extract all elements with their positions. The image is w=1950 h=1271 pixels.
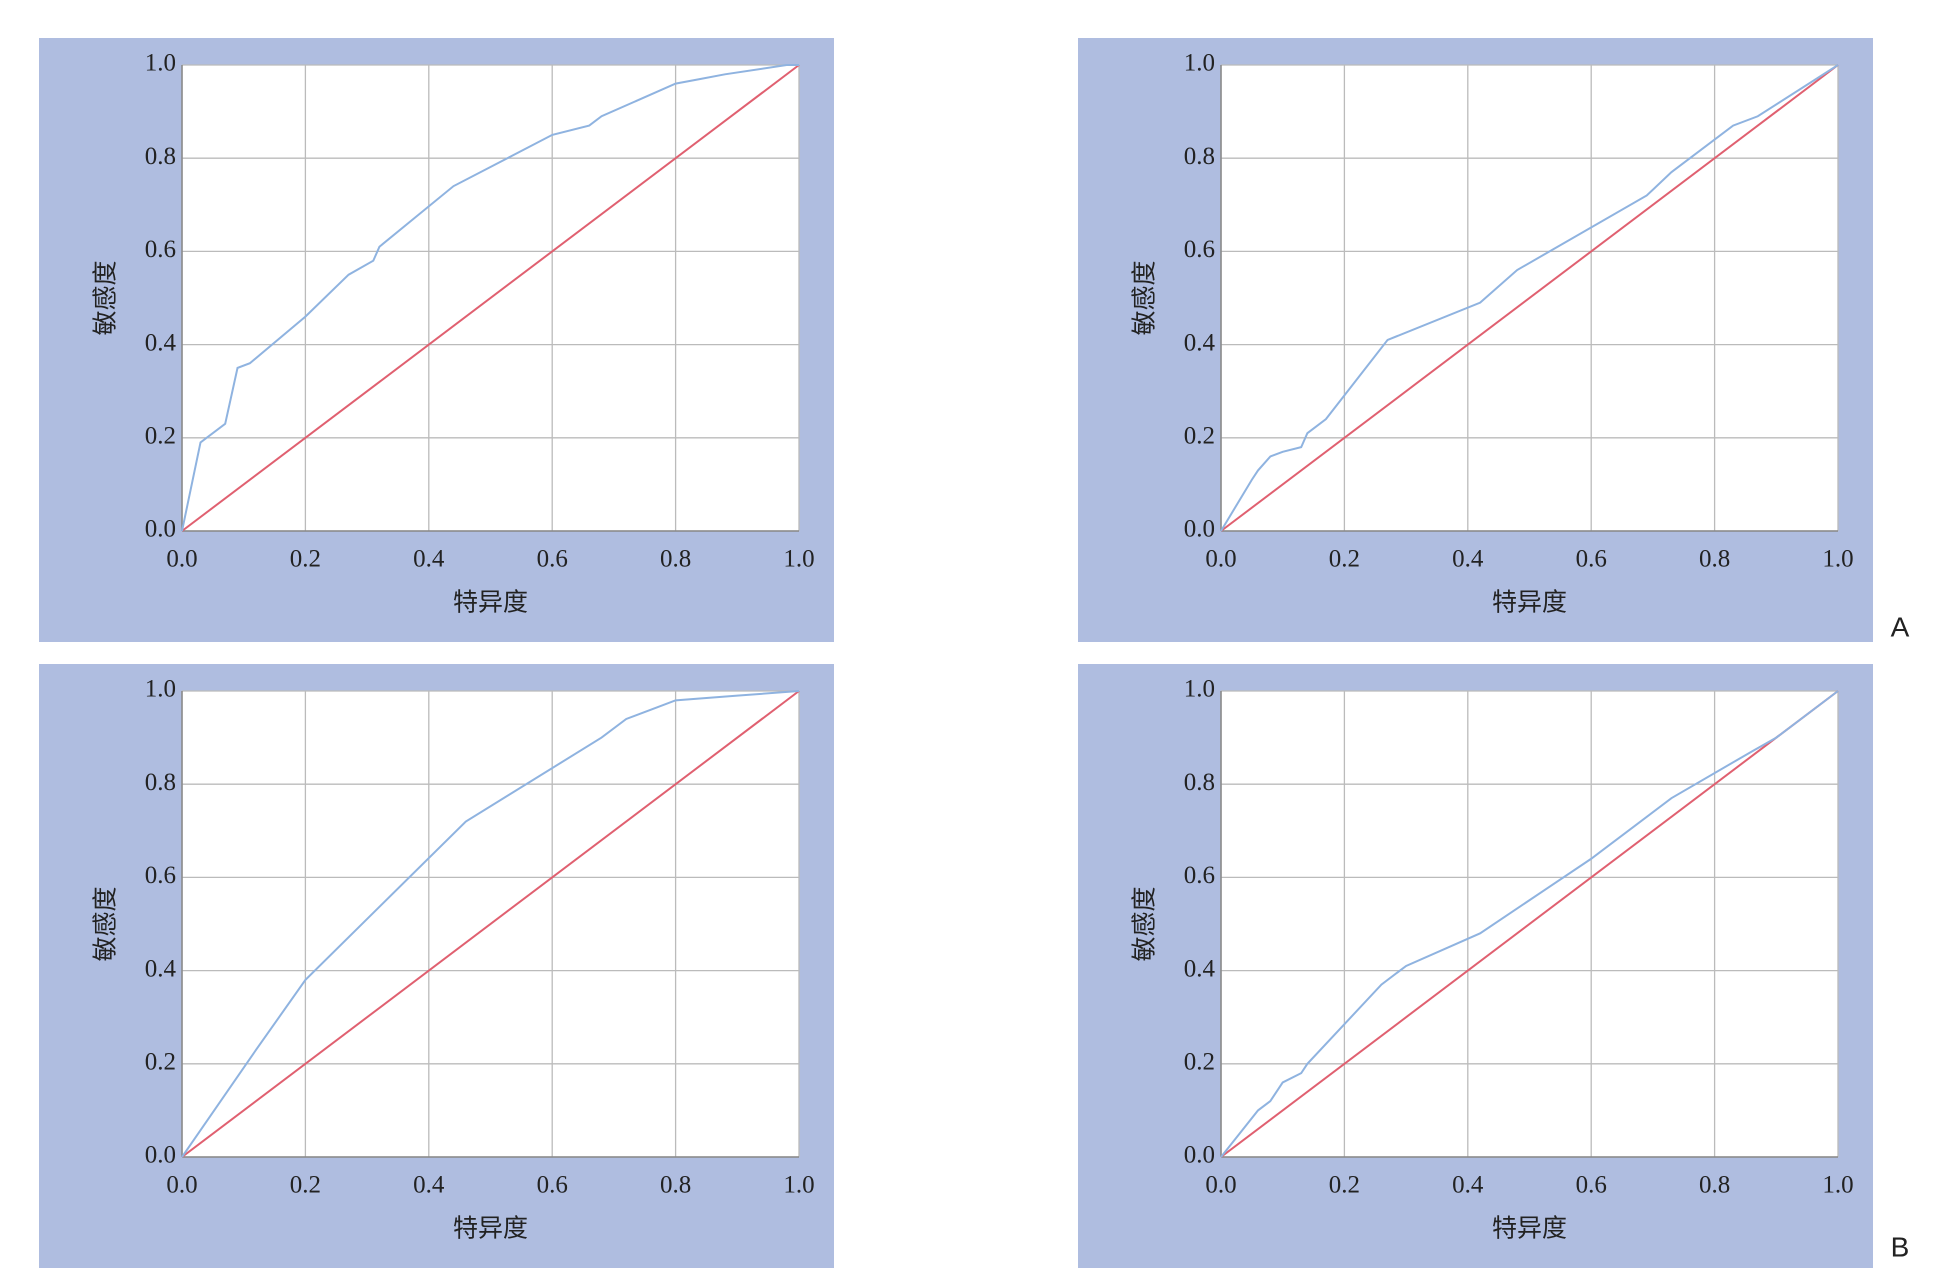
x-tick-label: 0.4 xyxy=(1452,1172,1484,1199)
panel-label: A xyxy=(1891,611,1910,642)
chart: 0.0 0.2 0.4 0.6 0.8 1.0 0.0 0.2 0.4 0.6 0.8 1.0 特异度 敏… xyxy=(1078,664,1873,1268)
x-axis-label: 特异度 xyxy=(1492,1215,1567,1243)
x-tick-label: 0.2 xyxy=(290,1172,321,1199)
line xyxy=(181,690,800,1158)
y-tick-label: 0.4 xyxy=(145,329,177,356)
x-tick-label: 0.4 xyxy=(413,1172,445,1199)
line xyxy=(1220,690,1839,1158)
x-axis-label: 特异度 xyxy=(1492,589,1567,617)
x-tick-label: 0.6 xyxy=(537,1172,568,1199)
y-tick-label: 0.6 xyxy=(1184,236,1215,263)
x-tick-label: 0.8 xyxy=(660,1172,691,1199)
line xyxy=(181,64,799,532)
y-tick-label: 1.0 xyxy=(1184,676,1215,703)
x-tick-label: 1.0 xyxy=(1822,1172,1853,1199)
x-tick-label: 0.2 xyxy=(290,546,321,573)
x-tick-label: 0.8 xyxy=(1699,1172,1730,1199)
chart: 0.0 0.2 0.4 0.6 0.8 1.0 0.0 0.2 0.4 0.6 0.8 1.0 特异度 敏… xyxy=(39,664,834,1268)
y-tick-label: 0.6 xyxy=(145,862,176,889)
x-tick-label: 1.0 xyxy=(783,546,814,573)
y-tick-label: 0.2 xyxy=(1184,423,1215,450)
x-tick-label: 0.0 xyxy=(1205,546,1236,573)
x-tick-label: 0.2 xyxy=(1329,1172,1360,1199)
x-tick-label: 1.0 xyxy=(1822,546,1853,573)
line xyxy=(181,64,800,532)
x-tick-label: 0.0 xyxy=(166,546,197,573)
y-tick-label: 0.0 xyxy=(1184,516,1215,543)
x-axis-label: 特异度 xyxy=(453,1215,528,1243)
y-axis-label: 敏感度 xyxy=(92,886,120,961)
y-tick-label: 0.0 xyxy=(145,516,176,543)
y-tick-label: 0.0 xyxy=(145,1142,176,1169)
y-axis-label: 敏感度 xyxy=(1131,886,1159,961)
chart: 0.0 0.2 0.4 0.6 0.8 1.0 0.0 0.2 0.4 0.6 0.8 1.0 特异度 敏… xyxy=(39,38,834,642)
y-tick-label: 1.0 xyxy=(145,676,176,703)
x-tick-label: 0.6 xyxy=(1576,546,1607,573)
y-tick-label: 0.8 xyxy=(145,769,176,796)
y-tick-label: 0.6 xyxy=(1184,862,1215,889)
x-axis-label: 特异度 xyxy=(453,589,528,617)
line xyxy=(181,690,800,1158)
x-tick-label: 0.4 xyxy=(413,546,445,573)
y-tick-label: 0.2 xyxy=(1184,1049,1215,1076)
y-tick-label: 0.8 xyxy=(1184,769,1215,796)
y-tick-label: 0.8 xyxy=(1184,143,1215,170)
y-tick-label: 1.0 xyxy=(1184,50,1215,77)
x-tick-label: 1.0 xyxy=(783,1172,814,1199)
x-tick-label: 0.4 xyxy=(1452,546,1484,573)
y-tick-label: 0.0 xyxy=(1184,1142,1215,1169)
y-tick-label: 0.4 xyxy=(1184,955,1216,982)
y-tick-label: 0.6 xyxy=(145,236,176,263)
x-tick-label: 0.8 xyxy=(660,546,691,573)
panel-label: B xyxy=(1891,1231,1910,1262)
y-tick-label: 0.4 xyxy=(1184,329,1216,356)
y-tick-label: 1.0 xyxy=(145,50,176,77)
line xyxy=(1220,64,1839,532)
x-tick-label: 0.8 xyxy=(1699,546,1730,573)
chart: 0.0 0.2 0.4 0.6 0.8 1.0 0.0 0.2 0.4 0.6 0.8 1.0 特异度 敏… xyxy=(1078,38,1873,642)
y-tick-label: 0.8 xyxy=(145,143,176,170)
x-tick-label: 0.0 xyxy=(166,1172,197,1199)
x-tick-label: 0.6 xyxy=(1576,1172,1607,1199)
line xyxy=(1220,690,1839,1158)
y-tick-label: 0.4 xyxy=(145,955,177,982)
x-tick-label: 0.2 xyxy=(1329,546,1360,573)
line xyxy=(1220,64,1839,532)
y-tick-label: 0.2 xyxy=(145,1049,176,1076)
y-axis-label: 敏感度 xyxy=(92,260,120,335)
x-tick-label: 0.0 xyxy=(1205,1172,1236,1199)
y-tick-label: 0.2 xyxy=(145,423,176,450)
y-axis-label: 敏感度 xyxy=(1131,260,1159,335)
x-tick-label: 0.6 xyxy=(537,546,568,573)
